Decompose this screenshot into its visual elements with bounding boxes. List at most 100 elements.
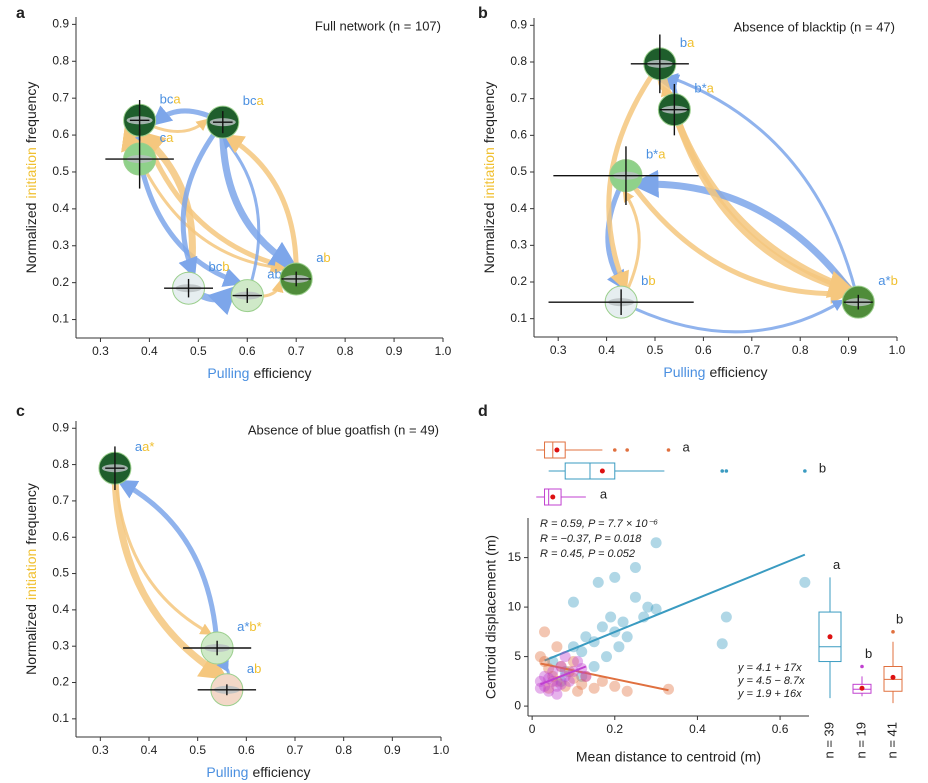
x-tick-label: 0.2: [606, 722, 623, 736]
data-point: [651, 537, 662, 548]
x-tick-label: 0.6: [238, 743, 255, 757]
y-tick-label: 0.8: [52, 53, 69, 67]
fit-line: [545, 555, 805, 661]
mean: [860, 686, 865, 691]
y-tick-label: 0.4: [510, 201, 527, 215]
x-tick-label: 0.7: [288, 344, 305, 358]
x-axis-title-rest: efficiency: [252, 764, 310, 780]
stat-label: R = −0.37, P = 0.018: [540, 533, 642, 545]
y-tick-label: 0.8: [52, 457, 69, 471]
group-letter: b: [819, 460, 826, 475]
y-tick-label: 0.9: [52, 17, 69, 31]
x-tick-label: 0.4: [598, 343, 615, 357]
data-point: [609, 681, 620, 692]
node-label: b*a: [646, 147, 666, 162]
outlier: [725, 469, 729, 473]
node-label-pulling: b*: [694, 81, 706, 96]
y-tick-label: 0.1: [52, 312, 69, 326]
x-tick-label: 0.6: [695, 343, 712, 357]
node-label-initiation: b: [323, 250, 330, 265]
stat-label: R = 0.45, P = 0.052: [540, 548, 635, 560]
data-point: [622, 631, 633, 642]
y-tick-label: 10: [508, 599, 522, 613]
node-label: a*b*: [237, 619, 262, 634]
y-axis-title-part: Normalized: [23, 604, 39, 675]
y-tick-label: 15: [508, 550, 522, 564]
x-tick-label: 0.7: [287, 743, 304, 757]
data-point: [721, 612, 732, 623]
y-tick-label: 0.6: [510, 128, 527, 142]
data-point: [799, 577, 810, 588]
y-tick-label: 0.7: [52, 90, 69, 104]
node-label-initiation: a: [173, 92, 181, 107]
panel-title: Absence of blacktip (n = 47): [733, 19, 895, 34]
y-axis-title: Centroid displacement (m): [483, 535, 499, 699]
x-tick-label: 0.9: [386, 344, 403, 358]
node-label-pulling: bc: [209, 260, 223, 275]
x-axis-title: Mean distance to centroid (m): [576, 749, 761, 765]
interaction-arrow: [124, 484, 217, 648]
node-label: ca: [160, 130, 175, 145]
data-point: [618, 616, 629, 627]
x-axis-title-rest: efficiency: [253, 365, 311, 381]
panel-title: Full network (n = 107): [315, 18, 441, 33]
x-axis-title-highlight: Pulling: [206, 764, 248, 780]
group-letter: b: [896, 611, 903, 626]
equation-label: y = 4.5 − 8.7x: [737, 675, 805, 687]
node-label: bcb: [209, 260, 230, 275]
node-label-initiation: a*: [142, 440, 154, 455]
data-point: [630, 562, 641, 573]
y-axis-title-part: frequency: [23, 483, 39, 544]
x-tick-label: 0.5: [190, 344, 207, 358]
outlier: [667, 448, 671, 452]
node-label: a*b: [878, 274, 898, 289]
data-point: [622, 686, 633, 697]
node-label-initiation: b: [891, 274, 898, 289]
node-label-pulling: bc: [243, 94, 257, 109]
x-tick-label: 0.9: [840, 343, 857, 357]
x-tick-label: 0.9: [384, 743, 401, 757]
y-tick-label: 0.3: [52, 638, 69, 652]
x-tick-label: 0.4: [141, 743, 158, 757]
y-tick-label: 0.9: [52, 420, 69, 434]
y-tick-label: 0.8: [510, 54, 527, 68]
data-point: [539, 626, 550, 637]
interaction-arrow: [621, 302, 840, 332]
data-point: [593, 577, 604, 588]
x-tick-label: 0.5: [647, 343, 664, 357]
equation-label: y = 1.9 + 16x: [737, 688, 802, 700]
node-label-pulling: a*: [237, 619, 249, 634]
n-label: n = 19: [853, 722, 868, 759]
x-tick-label: 0.7: [743, 343, 760, 357]
y-tick-label: 0.1: [510, 311, 527, 325]
figure: a 0.3 0.4 0.5 0.6 0.7 0.8 0.9 1.0 0.1 0.2 0.3 0.4 0.5…: [0, 0, 928, 783]
interaction-arrow: [621, 194, 639, 303]
y-axis-title-highlight: initiation: [481, 147, 497, 198]
node-label-pulling: b: [680, 35, 687, 50]
y-axis-title: Normalizedinitiationfrequency: [481, 82, 497, 274]
y-tick-label: 0.2: [510, 274, 527, 288]
panel-title: Absence of blue goatfish (n = 49): [248, 422, 439, 437]
x-tick-label: 0.4: [141, 344, 158, 358]
outlier: [803, 469, 807, 473]
node-label-pulling: ab: [267, 267, 281, 282]
node-label-initiation: b: [222, 260, 229, 275]
node-label: ab: [247, 661, 261, 676]
data-point: [551, 689, 562, 700]
y-axis-title-highlight: initiation: [23, 147, 39, 198]
y-tick-label: 0.6: [52, 127, 69, 141]
x-tick-label: 1.0: [433, 743, 450, 757]
node-label: bca: [243, 94, 265, 109]
x-axis-title-highlight: Pulling: [663, 364, 705, 380]
outlier: [613, 448, 617, 452]
mean: [828, 634, 833, 639]
node-label-pulling: b: [641, 274, 648, 289]
y-tick-label: 0.4: [52, 201, 69, 215]
node-label-initiation: a: [166, 130, 174, 145]
x-tick-label: 1.0: [889, 343, 906, 357]
y-tick-label: 0.7: [510, 91, 527, 105]
x-tick-label: 0: [529, 722, 536, 736]
n-label: n = 39: [821, 722, 836, 759]
data-point: [613, 641, 624, 652]
x-tick-label: 0.3: [92, 344, 109, 358]
